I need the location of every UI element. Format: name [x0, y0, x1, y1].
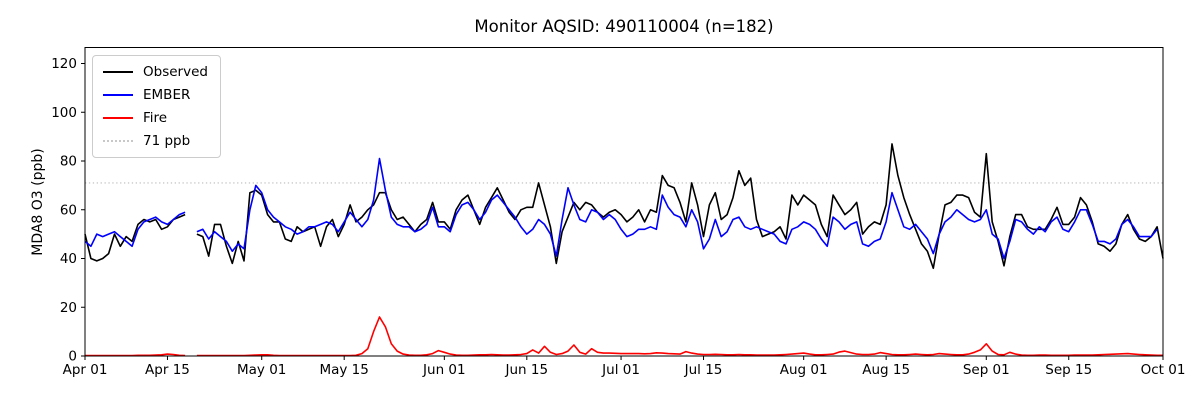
legend-ember-line-swatch — [103, 94, 133, 96]
legend: Observed EMBER Fire 71 ppb — [92, 55, 221, 158]
legend-observed-line-swatch — [103, 71, 133, 73]
series-line-ember — [84, 211, 186, 248]
legend-fire-line-swatch — [103, 117, 133, 119]
legend-item-fire: Fire — [103, 110, 208, 126]
x-tick-label: Jul 15 — [684, 362, 723, 378]
x-tick-label: Jun 01 — [422, 362, 466, 378]
x-tick-label: Aug 15 — [862, 362, 910, 378]
y-tick-label: 0 — [68, 349, 77, 365]
x-tick-label: Apr 01 — [63, 362, 108, 378]
x-tick-label: Aug 01 — [780, 362, 828, 378]
x-tick-label: Jun 15 — [505, 362, 549, 378]
x-tick-label: Apr 15 — [145, 362, 190, 378]
y-tick-label: 20 — [60, 300, 77, 316]
y-tick-label: 100 — [51, 105, 77, 121]
series-line-ember — [196, 157, 1158, 260]
y-tick-label: 60 — [60, 202, 77, 218]
legend-threshold-line-swatch — [103, 140, 133, 142]
legend-fire-label: Fire — [143, 110, 168, 126]
y-tick-label: 120 — [51, 56, 77, 72]
series-line-observed — [84, 213, 186, 262]
series-line-fire — [85, 353, 186, 357]
legend-item-ember: EMBER — [103, 87, 208, 103]
y-tick-label: 80 — [60, 154, 77, 170]
x-tick-label: Jul 01 — [601, 362, 640, 378]
x-tick-label: Oct 01 — [1141, 362, 1186, 378]
x-tick-label: Sep 01 — [963, 362, 1010, 378]
y-axis-label: MDA8 O3 (ppb) — [30, 148, 46, 256]
legend-observed-label: Observed — [143, 64, 208, 80]
series-line-fire — [196, 316, 1163, 357]
legend-item-observed: Observed — [103, 64, 208, 80]
axes-frame — [84, 47, 1164, 357]
legend-item-threshold: 71 ppb — [103, 133, 208, 149]
x-tick-label: May 15 — [319, 362, 368, 378]
x-tick-label: Sep 15 — [1045, 362, 1092, 378]
legend-threshold-label: 71 ppb — [143, 133, 191, 149]
legend-ember-label: EMBER — [143, 87, 191, 103]
series-line-observed — [196, 143, 1164, 270]
chart-title: Monitor AQSID: 490110004 (n=182) — [474, 17, 774, 36]
y-tick-label: 40 — [60, 251, 77, 267]
x-tick-label: May 01 — [237, 362, 286, 378]
